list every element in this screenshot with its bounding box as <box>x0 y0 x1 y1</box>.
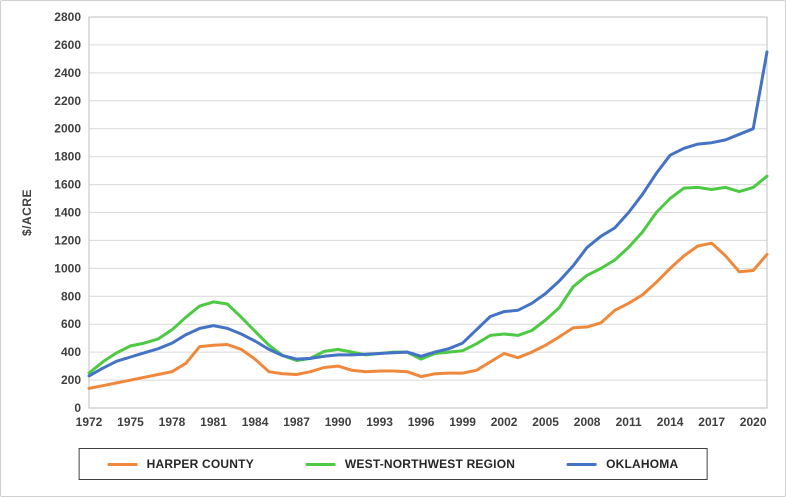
y-tick-label: 800 <box>61 289 81 303</box>
y-tick-label: 2400 <box>54 66 81 80</box>
y-tick-label: 0 <box>74 401 81 415</box>
x-tick-label: 1978 <box>159 415 186 429</box>
x-tick-label: 1975 <box>117 415 144 429</box>
x-tick-label: 1984 <box>242 415 269 429</box>
legend-swatch-west-northwest-region <box>305 462 336 466</box>
legend-label: OKLAHOMA <box>606 457 679 471</box>
y-tick-label: 400 <box>61 345 81 359</box>
x-tick-label: 2002 <box>491 415 518 429</box>
y-tick-label: 2000 <box>54 122 81 136</box>
legend-item-harper-county: HARPER COUNTY <box>107 457 254 471</box>
series-line-west-northwest-region <box>87 174 769 375</box>
x-tick-label: 2008 <box>574 415 601 429</box>
x-tick-label: 1990 <box>325 415 352 429</box>
y-tick-label: 200 <box>61 373 81 387</box>
legend-label: HARPER COUNTY <box>146 457 254 471</box>
plot-border <box>88 16 768 409</box>
y-tick-label: 600 <box>61 317 81 331</box>
x-tick-label: 1981 <box>200 415 227 429</box>
y-tick-label: 2800 <box>54 10 81 24</box>
legend-swatch-oklahoma <box>567 462 598 466</box>
y-tick-label: 1400 <box>54 206 81 220</box>
y-tick-label: 2600 <box>54 38 81 52</box>
x-tick-label: 2017 <box>698 415 725 429</box>
legend-swatch-harper-county <box>107 462 138 466</box>
chart-legend: HARPER COUNTY WEST-NORTHWEST REGION OKLAHO… <box>78 448 708 480</box>
x-tick-label: 1972 <box>76 415 103 429</box>
series-line-oklahoma <box>87 50 769 378</box>
y-tick-label: 1800 <box>54 150 81 164</box>
x-tick-label: 1987 <box>283 415 310 429</box>
y-tick-label: 1200 <box>54 233 81 247</box>
y-tick-label: 2200 <box>54 94 81 108</box>
legend-item-west-northwest-region: WEST-NORTHWEST REGION <box>305 457 516 471</box>
line-chart-canvas: 0 200 400 600 800 1000 1200 1400 1600 1800 2000 220… <box>20 10 769 429</box>
y-tick-label: 1600 <box>54 178 81 192</box>
x-tick-label: 1999 <box>449 415 476 429</box>
y-axis-title: $/ACRE <box>20 189 34 236</box>
y-tick-label: 1000 <box>54 261 81 275</box>
x-tick-label: 2011 <box>616 415 642 429</box>
legend-item-oklahoma: OKLAHOMA <box>567 457 678 471</box>
legend-label: WEST-NORTHWEST REGION <box>344 457 516 471</box>
series-line-harper-county <box>87 241 769 390</box>
x-tick-label: 1996 <box>408 415 435 429</box>
x-tick-label: 2005 <box>532 415 559 429</box>
x-tick-label: 1993 <box>366 415 393 429</box>
x-tick-label: 2020 <box>740 415 767 429</box>
x-tick-label: 2014 <box>657 415 684 429</box>
